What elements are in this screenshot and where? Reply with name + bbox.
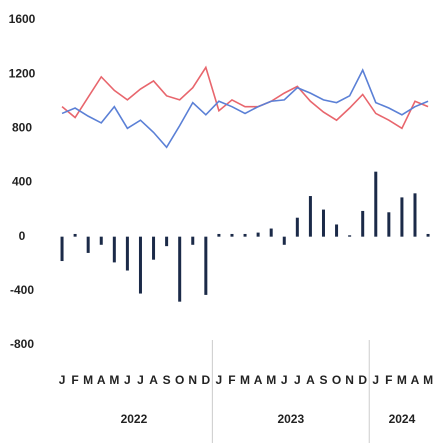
x-tick-label: J [372, 373, 379, 387]
bar [165, 236, 169, 247]
y-tick-label: 1200 [9, 66, 36, 80]
year-label: 2024 [389, 412, 416, 426]
x-tick-label: J [281, 373, 288, 387]
bar [60, 236, 64, 262]
y-tick-label: 0 [19, 229, 26, 243]
line [61, 65, 429, 130]
bar [282, 236, 286, 245]
x-tick-label: O [175, 373, 184, 387]
x-tick-label: A [306, 373, 315, 387]
y-tick-label: 400 [12, 175, 32, 189]
bar [256, 232, 260, 237]
bar [178, 236, 182, 302]
x-tick-label: J [216, 373, 223, 387]
bar [374, 171, 378, 237]
x-tick-label: M [397, 373, 407, 387]
x-tick-label: M [423, 373, 433, 387]
x-tick-label: S [163, 373, 171, 387]
bar [335, 224, 339, 237]
y-tick-label: -400 [10, 283, 34, 297]
x-tick-label: S [319, 373, 327, 387]
bar [426, 233, 430, 237]
bar [321, 209, 325, 237]
x-tick-label: A [149, 373, 158, 387]
x-tick-label: O [332, 373, 341, 387]
x-tick-label: J [124, 373, 131, 387]
x-tick-label: N [188, 373, 197, 387]
x-tick-label: J [137, 373, 144, 387]
x-tick-label: D [201, 373, 210, 387]
bar [99, 236, 103, 245]
x-tick-label: M [83, 373, 93, 387]
bar [86, 236, 90, 253]
x-tick-label: M [240, 373, 250, 387]
bar [361, 210, 365, 237]
x-tick-label: J [294, 373, 301, 387]
y-tick-label: 800 [12, 121, 32, 135]
bar [348, 235, 352, 237]
y-tick-label: -800 [10, 337, 34, 351]
x-tick-label: M [109, 373, 119, 387]
x-tick-label: N [345, 373, 354, 387]
x-tick-label: D [358, 373, 367, 387]
x-tick-label: F [71, 373, 78, 387]
y-tick-label: 1600 [9, 12, 36, 26]
line [61, 68, 429, 149]
x-tick-label: A [411, 373, 420, 387]
bar [413, 193, 417, 237]
bar [269, 228, 273, 237]
year-label: 2023 [277, 412, 304, 426]
x-tick-label: M [266, 373, 276, 387]
bar [73, 233, 77, 237]
bar [112, 236, 116, 263]
x-tick-label: A [254, 373, 263, 387]
bar [243, 233, 247, 237]
x-tick-label: F [228, 373, 235, 387]
bar [204, 236, 208, 295]
x-tick-label: J [59, 373, 66, 387]
bar [138, 236, 142, 294]
bar [191, 236, 195, 245]
bar [217, 233, 221, 237]
x-tick-label: A [97, 373, 106, 387]
bar [125, 236, 129, 271]
bar [295, 217, 299, 237]
x-tick-label: F [385, 373, 392, 387]
year-label: 2022 [121, 412, 148, 426]
bar [308, 196, 312, 237]
bar [230, 233, 234, 237]
bar [387, 212, 391, 237]
bar [400, 197, 404, 237]
bar [152, 236, 156, 260]
